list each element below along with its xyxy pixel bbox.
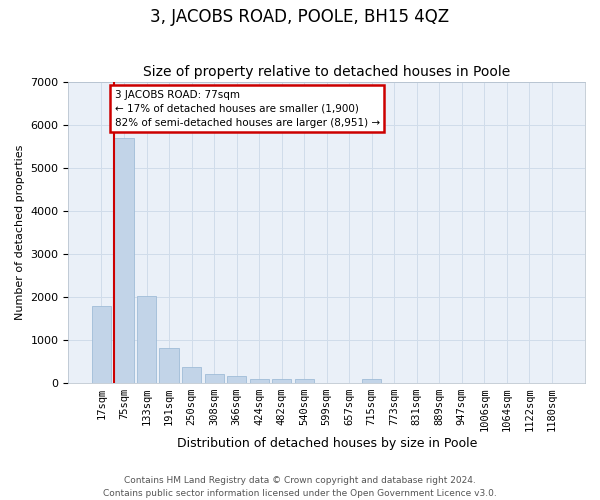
Bar	[295, 380, 314, 383]
Text: 3 JACOBS ROAD: 77sqm
← 17% of detached houses are smaller (1,900)
82% of semi-de: 3 JACOBS ROAD: 77sqm ← 17% of detached h…	[115, 90, 380, 128]
Bar	[205, 374, 224, 383]
Text: 3, JACOBS ROAD, POOLE, BH15 4QZ: 3, JACOBS ROAD, POOLE, BH15 4QZ	[151, 8, 449, 26]
Bar	[137, 296, 156, 383]
Title: Size of property relative to detached houses in Poole: Size of property relative to detached ho…	[143, 66, 511, 80]
Bar	[182, 367, 201, 383]
Bar	[272, 379, 291, 383]
Y-axis label: Number of detached properties: Number of detached properties	[15, 145, 25, 320]
Text: Contains HM Land Registry data © Crown copyright and database right 2024.
Contai: Contains HM Land Registry data © Crown c…	[103, 476, 497, 498]
Bar	[92, 306, 111, 383]
Bar	[115, 138, 134, 383]
Bar	[227, 376, 246, 383]
Bar	[362, 379, 382, 383]
X-axis label: Distribution of detached houses by size in Poole: Distribution of detached houses by size …	[176, 437, 477, 450]
Bar	[250, 378, 269, 383]
Bar	[160, 348, 179, 383]
